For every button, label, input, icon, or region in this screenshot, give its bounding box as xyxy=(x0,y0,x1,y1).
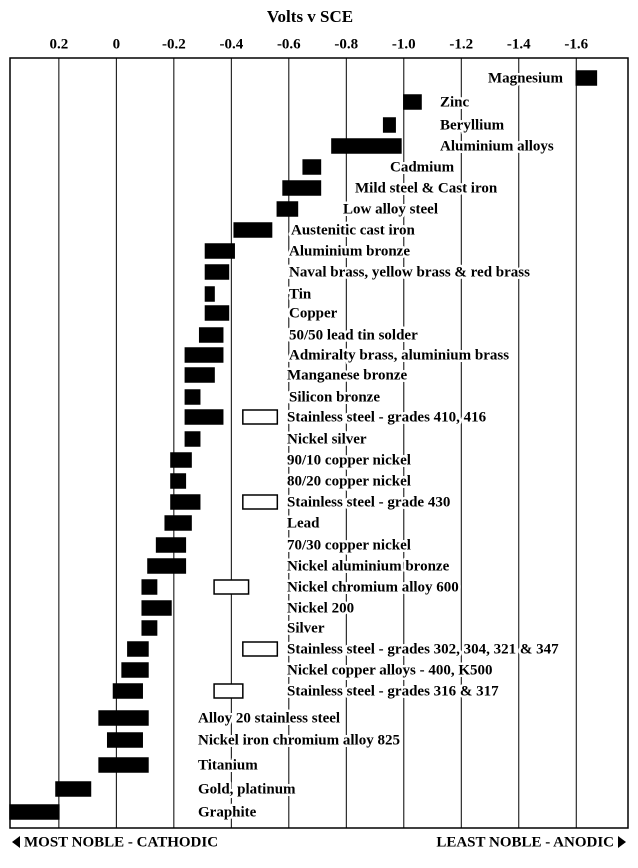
x-tick-label: 0 xyxy=(113,36,121,52)
active-bar xyxy=(184,389,201,405)
active-bar xyxy=(184,367,215,383)
category-label: Titanium xyxy=(198,757,258,773)
active-bar xyxy=(204,264,230,280)
active-bar xyxy=(204,243,235,259)
active-bar xyxy=(170,452,192,468)
category-label: Graphite xyxy=(198,804,257,820)
category-label: Stainless steel - grades 316 & 317 xyxy=(287,683,499,699)
active-bar xyxy=(141,600,172,616)
active-bar xyxy=(170,494,201,510)
passive-bar xyxy=(242,641,279,657)
active-bar xyxy=(98,710,149,726)
active-bar xyxy=(106,732,143,748)
category-label: Austenitic cast iron xyxy=(291,222,416,238)
category-label: 70/30 copper nickel xyxy=(287,537,411,553)
plot-frame xyxy=(9,57,629,829)
active-bar xyxy=(121,662,149,678)
active-bar xyxy=(127,641,149,657)
x-tick-label: -0.8 xyxy=(334,36,358,52)
chart-title: Volts v SCE xyxy=(267,7,353,26)
category-label: Magnesium xyxy=(488,70,564,86)
category-label: Nickel iron chromium alloy 825 xyxy=(198,732,400,748)
x-tick-label: -0.2 xyxy=(162,36,186,52)
passive-bar xyxy=(213,683,244,699)
active-bar xyxy=(403,94,422,110)
active-bar xyxy=(98,757,149,773)
active-bar xyxy=(302,159,322,175)
active-bar xyxy=(164,515,192,531)
category-label: Gold, platinum xyxy=(198,781,296,797)
active-bar xyxy=(9,804,60,820)
left-arrow xyxy=(12,836,20,848)
category-label: Nickel copper alloys - 400, K500 xyxy=(287,662,493,678)
category-label: Nickel aluminium bronze xyxy=(287,558,450,574)
x-tick-label: 0.2 xyxy=(49,36,68,52)
category-label: Nickel 200 xyxy=(287,600,354,616)
right-arrow xyxy=(618,836,626,848)
category-label: Admiralty brass, aluminium brass xyxy=(289,347,509,363)
active-bar xyxy=(198,327,224,343)
category-label: Aluminium alloys xyxy=(440,138,554,154)
x-tick-label: -0.6 xyxy=(277,36,301,52)
category-label: Tin xyxy=(289,286,312,302)
category-label: Lead xyxy=(287,515,320,531)
category-label: Naval brass, yellow brass & red brass xyxy=(289,264,530,280)
x-tick-label: -0.4 xyxy=(219,36,243,52)
category-label: Silicon bronze xyxy=(289,389,380,405)
active-bar xyxy=(233,222,273,238)
active-bar xyxy=(184,409,224,425)
right-footer-label: LEAST NOBLE - ANODIC xyxy=(436,834,614,850)
active-bar xyxy=(112,683,143,699)
active-bar xyxy=(170,473,187,489)
category-label: Alloy 20 stainless steel xyxy=(198,710,340,726)
active-bar xyxy=(184,431,201,447)
category-label: Nickel chromium alloy 600 xyxy=(287,579,459,595)
active-bar xyxy=(204,305,230,321)
active-bar xyxy=(331,138,402,154)
category-label: 90/10 copper nickel xyxy=(287,452,411,468)
left-footer-label: MOST NOBLE - CATHODIC xyxy=(24,834,218,850)
category-label: Mild steel & Cast iron xyxy=(355,180,498,196)
category-label: Silver xyxy=(287,620,325,636)
passive-bar xyxy=(213,579,250,595)
category-label: Copper xyxy=(289,305,338,321)
x-tick-label: -1.0 xyxy=(392,36,416,52)
passive-bar xyxy=(242,409,279,425)
category-label: Aluminium bronze xyxy=(289,243,410,259)
category-label: 80/20 copper nickel xyxy=(287,473,411,489)
category-label: Nickel silver xyxy=(287,431,367,447)
active-bar xyxy=(276,201,299,217)
category-label: Zinc xyxy=(440,94,470,110)
active-bar xyxy=(141,620,158,636)
x-tick-label: -1.4 xyxy=(507,36,531,52)
category-label: Stainless steel - grade 430 xyxy=(287,494,450,510)
active-bar xyxy=(184,347,224,363)
active-bar xyxy=(204,286,215,302)
category-label: Stainless steel - grades 410, 416 xyxy=(287,409,487,425)
passive-bar xyxy=(242,494,279,510)
category-label: Low alloy steel xyxy=(343,201,438,217)
active-bar xyxy=(155,537,187,553)
active-bar xyxy=(575,70,598,86)
category-label: Beryllium xyxy=(440,117,505,133)
active-bar xyxy=(282,180,322,196)
active-bar xyxy=(382,117,396,133)
x-tick-label: -1.6 xyxy=(564,36,588,52)
active-bar xyxy=(147,558,187,574)
category-label: 50/50 lead tin solder xyxy=(289,327,418,343)
x-tick-label: -1.2 xyxy=(449,36,473,52)
active-bar xyxy=(141,579,158,595)
category-label: Manganese bronze xyxy=(287,367,407,383)
category-label: Cadmium xyxy=(390,159,455,175)
category-label: Stainless steel - grades 302, 304, 321 &… xyxy=(287,641,559,657)
active-bar xyxy=(55,781,92,797)
